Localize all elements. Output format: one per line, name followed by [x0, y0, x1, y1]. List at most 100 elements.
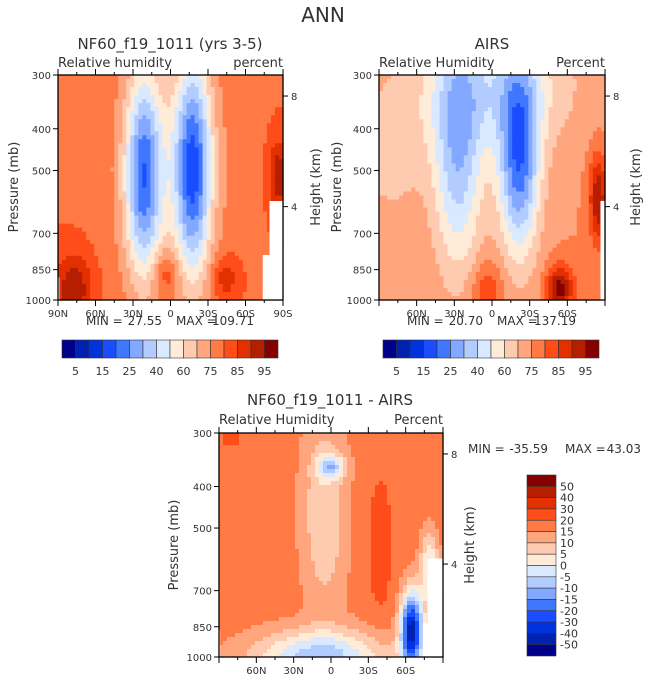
- contour-cell: [219, 135, 224, 140]
- contour-cell: [183, 107, 188, 112]
- contour-cell: [142, 200, 147, 205]
- contour-cell: [62, 159, 67, 164]
- contour-cell: [448, 268, 453, 273]
- contour-cell: [427, 204, 432, 209]
- contour-cell: [154, 224, 159, 229]
- contour-cell: [464, 192, 469, 197]
- contour-cell: [187, 123, 192, 128]
- contour-cell: [70, 87, 75, 92]
- contour-cell: [395, 256, 400, 261]
- contour-cell: [263, 151, 268, 156]
- contour-cell: [62, 276, 67, 281]
- contour-cell: [158, 79, 163, 84]
- contour-cell: [207, 236, 212, 241]
- contour-cell: [94, 216, 99, 221]
- contour-cell: [403, 224, 408, 229]
- contour-cell: [492, 252, 497, 257]
- contour-cell: [183, 135, 188, 140]
- contour-cell: [423, 244, 428, 249]
- contour-cell: [379, 200, 384, 205]
- contour-cell: [118, 284, 123, 289]
- contour-cell: [187, 244, 192, 249]
- contour-cell: [500, 111, 505, 116]
- contour-cell: [444, 159, 449, 164]
- contour-cell: [231, 179, 236, 184]
- contour-cell: [122, 220, 127, 225]
- contour-cell: [271, 107, 276, 112]
- contour-cell: [134, 252, 139, 257]
- contour-cell: [102, 159, 107, 164]
- contour-cell: [427, 131, 432, 136]
- contour-cell: [452, 99, 457, 104]
- contour-cell: [58, 87, 63, 92]
- contour-cell: [383, 139, 388, 144]
- contour-cell: [415, 171, 420, 176]
- contour-cell: [411, 200, 416, 205]
- contour-cell: [211, 280, 216, 285]
- contour-cell: [122, 204, 127, 209]
- contour-cell: [130, 188, 135, 193]
- contour-cell: [427, 95, 432, 100]
- contour-cell: [383, 127, 388, 132]
- contour-cell: [122, 163, 127, 168]
- contour-cell: [154, 179, 159, 184]
- contour-cell: [472, 99, 477, 104]
- contour-cell: [431, 224, 436, 229]
- contour-cell: [203, 292, 208, 297]
- contour-cell: [464, 155, 469, 160]
- contour-cell: [175, 115, 180, 120]
- contour-cell: [448, 75, 453, 80]
- contour-cell: [448, 224, 453, 229]
- contour-cell: [134, 268, 139, 273]
- contour-cell: [440, 83, 445, 88]
- contour-cell: [444, 228, 449, 233]
- contour-cell: [110, 196, 115, 201]
- contour-cell: [231, 276, 236, 281]
- contour-cell: [500, 75, 505, 80]
- contour-cell: [223, 151, 228, 156]
- contour-cell: [203, 204, 208, 209]
- contour-cell: [162, 183, 167, 188]
- contour-cell: [399, 292, 404, 297]
- contour-cell: [191, 123, 196, 128]
- contour-cell: [411, 236, 416, 241]
- contour-cell: [399, 119, 404, 124]
- contour-cell: [126, 171, 131, 176]
- contour-cell: [488, 292, 493, 297]
- contour-cell: [102, 248, 107, 253]
- contour-cell: [98, 147, 103, 152]
- contour-cell: [231, 143, 236, 148]
- contour-cell: [492, 288, 497, 293]
- contour-cell: [399, 175, 404, 180]
- contour-cell: [399, 131, 404, 136]
- contour-cell: [171, 75, 176, 80]
- contour-cell: [215, 175, 220, 180]
- contour-cell: [464, 103, 469, 108]
- contour-cell: [436, 159, 441, 164]
- contour-cell: [110, 127, 115, 132]
- contour-cell: [58, 220, 63, 225]
- contour-cell: [227, 119, 232, 124]
- contour-cell: [419, 143, 424, 148]
- contour-cell: [102, 135, 107, 140]
- contour-cell: [247, 127, 252, 132]
- contour-cell: [207, 143, 212, 148]
- contour-cell: [415, 264, 420, 269]
- contour-cell: [431, 147, 436, 152]
- contour-cell: [122, 196, 127, 201]
- contour-cell: [227, 111, 232, 116]
- contour-cell: [114, 87, 119, 92]
- contour-cell: [70, 167, 75, 172]
- contour-cell: [472, 260, 477, 265]
- contour-cell: [215, 292, 220, 297]
- contour-cell: [476, 155, 481, 160]
- contour-cell: [391, 220, 396, 225]
- contour-cell: [70, 103, 75, 108]
- contour-cell: [106, 220, 111, 225]
- contour-cell: [411, 288, 416, 293]
- contour-cell: [175, 212, 180, 217]
- contour-cell: [223, 204, 228, 209]
- contour-cell: [126, 179, 131, 184]
- contour-cell: [138, 111, 143, 116]
- contour-cell: [86, 288, 91, 293]
